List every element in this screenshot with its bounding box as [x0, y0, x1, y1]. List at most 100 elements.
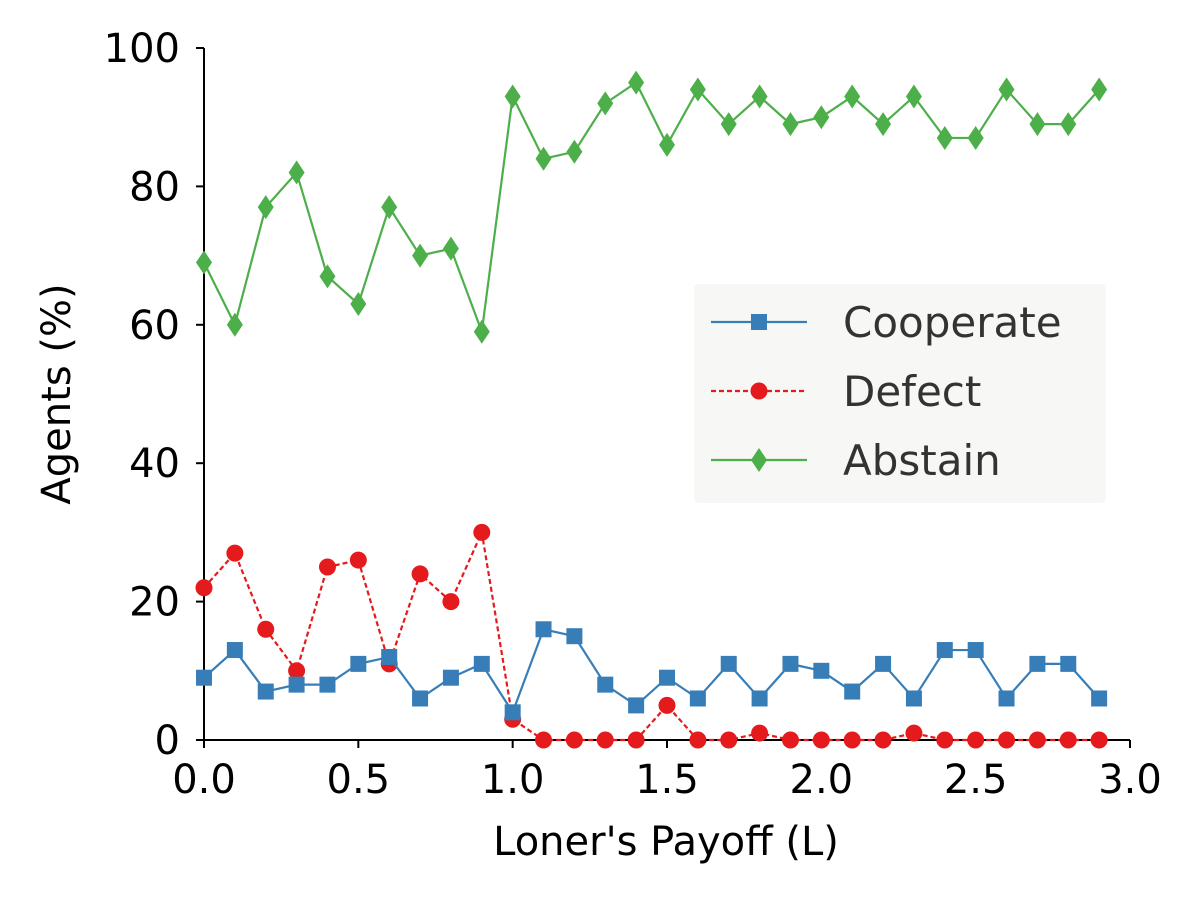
data-point-abstain [967, 125, 984, 150]
y-tick-label: 100 [104, 26, 180, 72]
data-point-abstain [998, 77, 1015, 102]
data-point-abstain [628, 70, 645, 95]
data-point-defect [535, 731, 553, 749]
data-point-abstain [936, 125, 953, 150]
legend-label-abstain: Abstain [843, 436, 1001, 485]
data-point-cooperate [257, 683, 274, 700]
data-point-defect [442, 593, 460, 611]
data-point-cooperate [720, 655, 737, 672]
data-point-cooperate [196, 669, 212, 686]
data-point-abstain [844, 84, 861, 109]
data-point-abstain [875, 112, 892, 137]
data-point-abstain [1060, 112, 1077, 137]
data-point-abstain [689, 77, 706, 102]
data-point-cooperate [659, 669, 675, 686]
data-point-defect [1059, 731, 1077, 749]
y-tick-label: 20 [129, 580, 180, 626]
data-point-abstain [782, 112, 799, 137]
data-point-defect [658, 696, 676, 714]
data-point-cooperate [782, 655, 799, 672]
legend: Cooperate Defect Abstain [694, 284, 1106, 503]
data-point-cooperate [566, 628, 583, 645]
data-point-cooperate [412, 690, 429, 707]
series-line-cooperate [203, 627, 1100, 715]
data-point-abstain [504, 84, 521, 109]
x-tick-label: 0.5 [327, 757, 391, 803]
x-tick-label: 1.5 [635, 757, 699, 803]
data-point-defect [411, 565, 429, 583]
data-point-cooperate [751, 690, 768, 707]
data-point-abstain [442, 236, 459, 261]
data-point-cooperate [319, 676, 336, 693]
data-point-cooperate [288, 676, 305, 693]
data-point-abstain [381, 195, 398, 220]
data-point-defect [751, 724, 769, 742]
data-point-defect [318, 558, 336, 576]
series-defect [195, 523, 1108, 749]
data-point-defect [195, 579, 213, 597]
data-point-defect [843, 731, 861, 749]
data-point-cooperate [689, 690, 706, 707]
data-point-cooperate [350, 655, 367, 672]
data-point-abstain [566, 139, 583, 164]
y-tick-label: 80 [129, 164, 180, 210]
data-point-abstain [1029, 112, 1046, 137]
data-point-abstain [350, 292, 367, 317]
data-point-defect [967, 731, 985, 749]
data-point-defect [998, 731, 1016, 749]
data-point-cooperate [473, 655, 490, 672]
data-point-abstain [659, 132, 675, 157]
legend-box [694, 284, 1106, 503]
series-cooperate [196, 621, 1108, 721]
data-point-defect [596, 731, 614, 749]
data-point-abstain [720, 112, 737, 137]
x-tick-label: 2.0 [790, 757, 854, 803]
data-point-defect [226, 544, 244, 562]
data-point-defect [781, 731, 799, 749]
data-point-defect [349, 551, 367, 569]
legend-marker-cooperate [751, 314, 767, 330]
x-tick-label: 1.0 [481, 757, 545, 803]
data-point-cooperate [936, 642, 953, 659]
series-line-defect [203, 528, 1100, 742]
data-point-abstain [196, 250, 212, 275]
axes: 0.0 0.5 1.0 1.5 2.0 2.5 3.0 0 20 40 60 80 100 [104, 26, 1162, 803]
data-point-abstain [813, 105, 830, 130]
y-tick-label: 40 [129, 441, 180, 487]
data-point-cooperate [442, 669, 459, 686]
legend-marker-abstain [751, 448, 767, 472]
x-tick-label: 3.0 [1098, 757, 1162, 803]
data-point-abstain [905, 84, 922, 109]
y-axis-title: Agents (%) [34, 283, 80, 504]
data-point-cooperate [597, 676, 614, 693]
data-point-abstain [288, 160, 305, 185]
data-point-abstain [1091, 77, 1108, 102]
data-point-cooperate [813, 662, 830, 679]
legend-label-cooperate: Cooperate [843, 298, 1062, 347]
data-point-defect [627, 731, 645, 749]
data-point-abstain [597, 91, 614, 116]
data-point-defect [720, 731, 738, 749]
data-point-defect [1028, 731, 1046, 749]
data-point-defect [257, 620, 275, 638]
data-point-defect [288, 662, 306, 680]
x-tick-label: 2.5 [944, 757, 1008, 803]
data-point-defect [874, 731, 892, 749]
data-point-abstain [319, 264, 336, 289]
legend-item-defect: Defect [711, 367, 981, 416]
y-tick-label: 0 [155, 718, 180, 764]
legend-item-cooperate: Cooperate [711, 298, 1062, 347]
series-abstain [196, 70, 1108, 344]
data-point-abstain [412, 243, 429, 268]
data-point-cooperate [628, 697, 645, 714]
data-point-defect [936, 731, 954, 749]
data-point-abstain [751, 84, 768, 109]
data-point-defect [473, 523, 491, 541]
data-point-cooperate [535, 621, 552, 638]
data-point-defect [565, 731, 583, 749]
data-point-cooperate [844, 683, 861, 700]
y-tick-label: 60 [129, 303, 180, 349]
x-axis-title: Loner's Payoff (L) [493, 819, 839, 865]
series-layer [195, 70, 1108, 749]
